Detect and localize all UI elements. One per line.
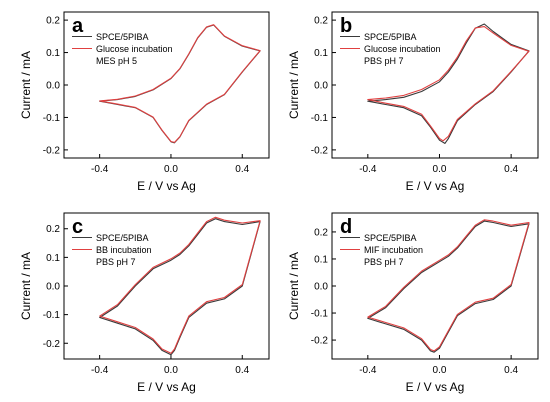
legend-entry: PBS pH 7 <box>364 56 404 66</box>
y-tick-label: -0.2 <box>43 339 61 350</box>
x-axis-label: E / V vs Ag <box>137 179 196 193</box>
y-axis-label: Current / mA <box>19 51 33 119</box>
y-tick-label: 0.0 <box>46 81 60 92</box>
y-tick-label: 0.0 <box>314 81 328 92</box>
legend-entry: MIF incubation <box>364 245 423 255</box>
series-line-incubation <box>367 26 530 142</box>
legend-entry: SPCE/5PIBA <box>364 32 417 42</box>
panel-d: -0.4 0.0 0.4 -0.2 -0.1 0.0 0.1 0.2 E / V vs Ag Cu… <box>287 212 539 394</box>
y-tick-label: -0.1 <box>43 113 61 124</box>
y-axis-label: Current / mA <box>287 252 301 320</box>
panel-letter: a <box>72 15 84 37</box>
x-axis-label: E / V vs Ag <box>406 380 465 394</box>
y-axis-label: Current / mA <box>287 51 301 119</box>
y-tick-label: 0.2 <box>46 224 60 235</box>
y-tick-label: 0.1 <box>46 253 60 264</box>
legend-entry: PBS pH 7 <box>364 257 404 267</box>
x-axis-label: E / V vs Ag <box>406 179 465 193</box>
y-tick-label: -0.1 <box>311 113 329 124</box>
y-tick-label: 0.2 <box>314 227 328 238</box>
y-tick-label: 0.0 <box>46 282 60 293</box>
series-line-incubation <box>367 219 530 352</box>
x-tick-label: -0.4 <box>359 365 377 376</box>
legend-entry: SPCE/5PIBA <box>364 233 417 243</box>
plot-frame <box>63 212 270 360</box>
y-tick-label: -0.1 <box>43 310 61 321</box>
legend-entry: PBS pH 7 <box>96 257 136 267</box>
x-tick-label: 0.4 <box>504 365 518 376</box>
plot-frame <box>331 11 539 159</box>
x-tick-label: 0.0 <box>164 365 178 376</box>
x-tick-label: 0.0 <box>433 164 447 175</box>
y-tick-label: 0.2 <box>314 16 328 27</box>
y-tick-label: 0.1 <box>46 48 60 59</box>
plot-frame <box>331 212 539 360</box>
legend-entry: Glucose incubation <box>364 44 441 54</box>
x-tick-label: 0.4 <box>504 164 518 175</box>
x-tick-label: 0.0 <box>164 164 178 175</box>
panel-c: -0.4 0.0 0.4 -0.2 -0.1 0.0 0.1 0.2 E / V vs Ag Cu… <box>19 212 270 394</box>
legend-entry: BB incubation <box>96 245 152 255</box>
y-axis-label: Current / mA <box>19 252 33 320</box>
y-tick-label: -0.2 <box>43 145 61 156</box>
panel-letter: c <box>72 216 83 238</box>
panel-a: -0.4 0.0 0.4 -0.2 -0.1 0.0 0.1 0.2 E / V vs Ag Cu… <box>19 11 270 193</box>
series-line-incubation <box>99 24 261 143</box>
x-tick-label: 0.4 <box>235 164 249 175</box>
legend-entry: Glucose incubation <box>96 44 173 54</box>
legend-entry: SPCE/5PIBA <box>96 32 149 42</box>
x-tick-label: -0.4 <box>359 164 377 175</box>
y-tick-label: -0.2 <box>311 145 329 156</box>
legend-entry: SPCE/5PIBA <box>96 233 149 243</box>
y-tick-label: 0.0 <box>314 282 328 293</box>
y-tick-label: 0.1 <box>314 48 328 59</box>
x-tick-label: -0.4 <box>91 365 109 376</box>
y-tick-label: -0.1 <box>311 309 329 320</box>
x-axis-label: E / V vs Ag <box>137 380 196 394</box>
x-tick-label: -0.4 <box>91 164 109 175</box>
y-tick-label: 0.2 <box>46 16 60 27</box>
x-tick-label: 0.4 <box>235 365 249 376</box>
x-tick-label: 0.0 <box>433 365 447 376</box>
panel-letter: d <box>340 216 352 238</box>
y-tick-label: -0.2 <box>311 336 329 347</box>
panel-b: -0.4 0.0 0.4 -0.2 -0.1 0.0 0.1 0.2 E / V vs Ag Cu… <box>287 11 539 193</box>
y-tick-label: 0.1 <box>314 254 328 265</box>
series-line-incubation <box>99 216 261 354</box>
legend-entry: MES pH 5 <box>96 56 137 66</box>
panel-letter: b <box>340 15 352 37</box>
